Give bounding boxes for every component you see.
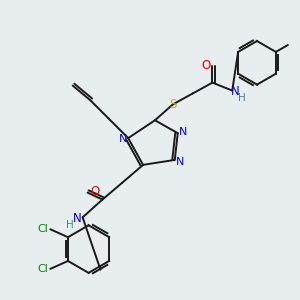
- Text: N: N: [119, 134, 128, 144]
- Text: Cl: Cl: [37, 224, 48, 234]
- Text: S: S: [169, 98, 176, 111]
- Text: O: O: [202, 59, 211, 72]
- Text: H: H: [66, 220, 74, 230]
- Text: H: H: [238, 94, 246, 103]
- Text: N: N: [73, 212, 82, 225]
- Text: O: O: [90, 185, 99, 198]
- Text: N: N: [178, 127, 187, 137]
- Text: N: N: [176, 157, 184, 167]
- Text: N: N: [231, 85, 240, 98]
- Text: Cl: Cl: [37, 264, 48, 274]
